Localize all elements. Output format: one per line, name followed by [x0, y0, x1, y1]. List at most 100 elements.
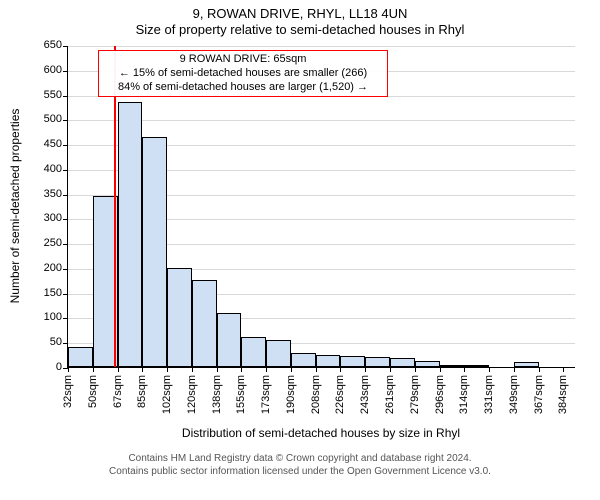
x-tick-label: 367sqm: [533, 375, 545, 414]
histogram-bar: [340, 356, 365, 367]
y-tick-mark: [63, 343, 68, 344]
x-tick-label: 296sqm: [434, 375, 446, 414]
title-line-2: Size of property relative to semi-detach…: [0, 22, 600, 38]
x-tick-label: 384sqm: [557, 375, 569, 414]
x-tick-mark: [489, 367, 490, 372]
info-box: 9 ROWAN DRIVE: 65sqm← 15% of semi-detach…: [98, 50, 388, 97]
x-tick-label: 208sqm: [310, 375, 322, 414]
y-tick-label: 400: [44, 163, 62, 175]
x-axis-title: Distribution of semi-detached houses by …: [67, 426, 575, 440]
x-tick-mark: [118, 367, 119, 372]
gridline: [68, 120, 575, 121]
x-tick-label: 331sqm: [483, 375, 495, 414]
histogram-bar: [365, 357, 390, 367]
x-tick-mark: [340, 367, 341, 372]
y-tick-label: 600: [44, 64, 62, 76]
x-tick-label: 349sqm: [508, 375, 520, 414]
x-tick-mark: [192, 367, 193, 372]
x-tick-label: 85sqm: [136, 375, 148, 408]
x-tick-mark: [365, 367, 366, 372]
x-tick-label: 120sqm: [186, 375, 198, 414]
x-tick-mark: [539, 367, 540, 372]
y-tick-label: 300: [44, 212, 62, 224]
x-tick-mark: [514, 367, 515, 372]
x-tick-mark: [142, 367, 143, 372]
histogram-bar: [514, 362, 539, 367]
histogram-bar: [142, 137, 167, 367]
y-tick-mark: [63, 145, 68, 146]
x-tick-label: 173sqm: [260, 375, 272, 414]
y-tick-label: 650: [44, 39, 62, 51]
y-tick-label: 200: [44, 262, 62, 274]
x-tick-label: 67sqm: [112, 375, 124, 408]
title-block: 9, ROWAN DRIVE, RHYL, LL18 4UN Size of p…: [0, 0, 600, 39]
x-tick-label: 261sqm: [384, 375, 396, 414]
footer: Contains HM Land Registry data © Crown c…: [0, 452, 600, 478]
x-tick-label: 50sqm: [87, 375, 99, 408]
x-tick-mark: [93, 367, 94, 372]
x-tick-mark: [241, 367, 242, 372]
histogram-bar: [167, 268, 192, 367]
x-tick-mark: [390, 367, 391, 372]
chart-container: 9, ROWAN DRIVE, RHYL, LL18 4UN Size of p…: [0, 0, 600, 500]
title-line-1: 9, ROWAN DRIVE, RHYL, LL18 4UN: [0, 6, 600, 22]
x-tick-mark: [316, 367, 317, 372]
x-tick-mark: [68, 367, 69, 372]
y-tick-label: 50: [50, 336, 62, 348]
x-tick-mark: [266, 367, 267, 372]
y-tick-label: 350: [44, 188, 62, 200]
x-tick-label: 138sqm: [211, 375, 223, 414]
x-tick-label: 190sqm: [285, 375, 297, 414]
x-tick-mark: [217, 367, 218, 372]
y-tick-mark: [63, 46, 68, 47]
x-tick-label: 155sqm: [235, 375, 247, 414]
y-tick-label: 0: [56, 361, 62, 373]
x-tick-mark: [563, 367, 564, 372]
histogram-bar: [192, 280, 217, 367]
x-tick-label: 102sqm: [161, 375, 173, 414]
x-tick-label: 226sqm: [334, 375, 346, 414]
y-tick-mark: [63, 269, 68, 270]
footer-line-2: Contains public sector information licen…: [0, 465, 600, 478]
info-box-line-3: 84% of semi-detached houses are larger (…: [105, 81, 381, 95]
y-tick-label: 250: [44, 237, 62, 249]
x-tick-mark: [415, 367, 416, 372]
y-tick-mark: [63, 318, 68, 319]
x-tick-mark: [167, 367, 168, 372]
footer-line-1: Contains HM Land Registry data © Crown c…: [0, 452, 600, 465]
histogram-bar: [118, 102, 143, 367]
histogram-bar: [217, 313, 242, 367]
y-tick-mark: [63, 294, 68, 295]
y-axis-title: Number of semi-detached properties: [8, 45, 22, 367]
y-tick-label: 150: [44, 287, 62, 299]
histogram-bar: [316, 355, 341, 367]
y-tick-label: 550: [44, 89, 62, 101]
gridline: [68, 46, 575, 47]
y-tick-mark: [63, 219, 68, 220]
info-box-line-1: 9 ROWAN DRIVE: 65sqm: [105, 53, 381, 67]
x-tick-mark: [464, 367, 465, 372]
x-tick-mark: [440, 367, 441, 372]
y-tick-mark: [63, 96, 68, 97]
x-tick-label: 279sqm: [409, 375, 421, 414]
y-tick-mark: [63, 195, 68, 196]
plot-area: 0501001502002503003504004505005506006503…: [67, 46, 575, 368]
x-tick-label: 243sqm: [359, 375, 371, 414]
histogram-bar: [390, 358, 415, 367]
info-box-line-2: ← 15% of semi-detached houses are smalle…: [105, 67, 381, 81]
y-tick-label: 500: [44, 113, 62, 125]
histogram-bar: [266, 340, 291, 367]
x-tick-mark: [291, 367, 292, 372]
y-tick-mark: [63, 71, 68, 72]
y-tick-mark: [63, 170, 68, 171]
histogram-bar: [415, 361, 440, 367]
y-tick-label: 450: [44, 138, 62, 150]
y-tick-label: 100: [44, 311, 62, 323]
x-tick-label: 314sqm: [458, 375, 470, 414]
histogram-bar: [241, 337, 266, 367]
histogram-bar: [291, 353, 316, 367]
y-tick-mark: [63, 120, 68, 121]
x-tick-label: 32sqm: [62, 375, 74, 408]
histogram-bar: [440, 365, 465, 367]
y-tick-mark: [63, 244, 68, 245]
